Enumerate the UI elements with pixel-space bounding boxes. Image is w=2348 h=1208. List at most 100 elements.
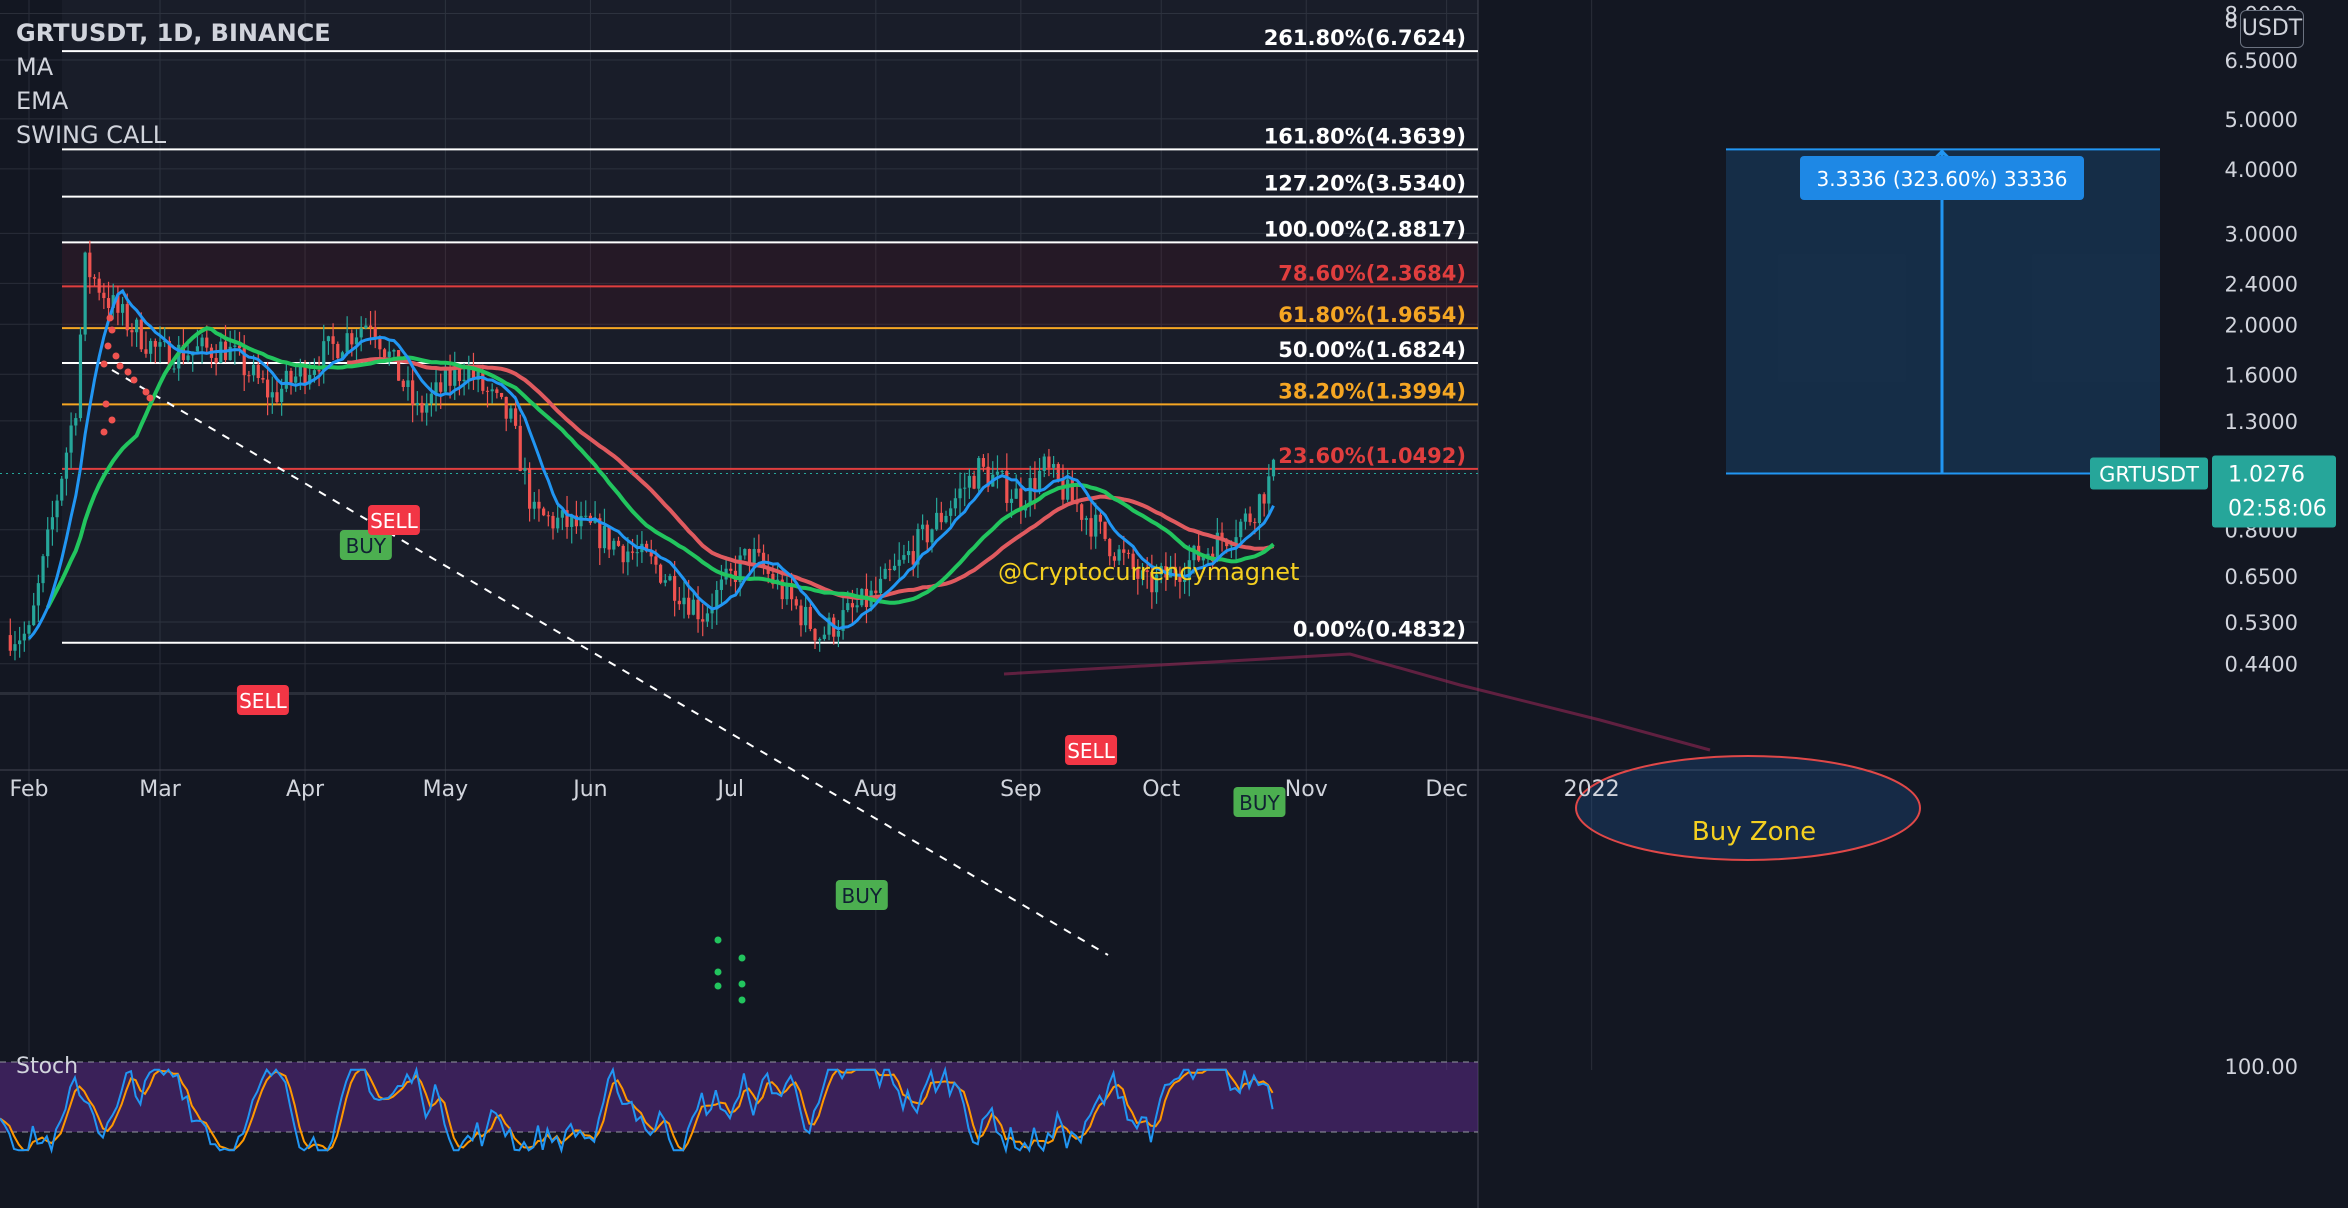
candle-body: [120, 304, 125, 313]
candle-body: [808, 606, 812, 629]
candle-body: [1154, 574, 1159, 593]
candle-body: [967, 475, 971, 488]
downtrend-line[interactable]: [111, 369, 1109, 956]
candle-body: [1271, 459, 1276, 477]
candle-body: [471, 368, 476, 380]
candle-body: [74, 418, 78, 426]
fib-zone: [62, 196, 1478, 243]
candle-body: [36, 583, 40, 606]
candle-body: [1140, 570, 1145, 579]
candle-body: [813, 628, 817, 641]
candle-body: [612, 540, 616, 550]
candle-body: [1028, 478, 1032, 506]
candle-body: [401, 380, 405, 387]
candle-body: [1178, 576, 1182, 582]
candle-body: [654, 556, 658, 565]
price-range-measure[interactable]: 3.3336 (323.60%) 33336: [1726, 148, 2160, 475]
candle-body: [228, 346, 232, 361]
candle-body: [939, 512, 943, 523]
indicator-swing-call[interactable]: SWING CALL: [16, 121, 167, 149]
candle-body: [551, 515, 555, 529]
candle-body: [921, 524, 925, 530]
indicator-ema[interactable]: EMA: [16, 87, 69, 115]
candle-body: [270, 392, 274, 398]
candle-body: [1243, 513, 1248, 522]
candle-body: [1267, 476, 1271, 504]
sell-signal: [1065, 735, 1118, 765]
candle-body: [766, 567, 770, 574]
fibonacci-retracement[interactable]: 261.80%(6.7624) 161.80%(4.3639) 127.20%(3.…: [62, 0, 1478, 644]
candle-body: [523, 468, 527, 471]
candle-body: [439, 382, 443, 392]
candle-body: [415, 402, 419, 405]
top-dot: [102, 400, 110, 408]
candle-body: [855, 605, 859, 608]
stoch-d-line: [0, 1068, 1274, 1152]
measure-label: 3.3336 (323.60%) 33336: [1817, 167, 2068, 191]
candle-body: [649, 551, 653, 557]
candle-body: [752, 548, 756, 563]
candle-body: [331, 336, 335, 344]
candle-body: [696, 599, 700, 620]
candle-body: [172, 368, 176, 370]
candle-body: [888, 568, 892, 571]
top-dot: [108, 416, 116, 424]
candle-body: [177, 344, 181, 369]
fib-level-label: 261.80%(6.7624): [1264, 26, 1466, 50]
indicator-ma[interactable]: MA: [16, 53, 54, 81]
y-tick-label: 1.6000: [2225, 363, 2298, 387]
candle-body: [1084, 518, 1088, 520]
y-tick-label: 5.0000: [2225, 108, 2298, 132]
candle-body: [158, 342, 162, 347]
candle-body: [738, 555, 742, 583]
candle-body: [144, 349, 148, 354]
top-dot: [124, 368, 132, 376]
sell-signal: [367, 505, 420, 535]
candle-body: [392, 350, 396, 352]
candle-body: [326, 336, 331, 342]
candle-body: [1225, 540, 1229, 547]
candle-body: [1257, 494, 1262, 524]
candle-body: [1248, 513, 1252, 523]
candle-body: [1234, 537, 1238, 546]
candle-body: [687, 597, 691, 615]
candle-body: [153, 340, 157, 347]
candle-body: [1117, 549, 1121, 561]
stoch-label[interactable]: Stoch: [16, 1054, 79, 1079]
buy-zone-ellipse[interactable]: [1575, 755, 1921, 861]
long-ma-line: [1003, 652, 1711, 752]
candle-body: [906, 551, 911, 556]
fib-zone: [62, 286, 1478, 329]
candle-body: [125, 304, 129, 331]
trendline[interactable]: [111, 369, 1109, 956]
currency-button[interactable]: USDT: [2240, 10, 2304, 48]
candle-body: [1220, 532, 1224, 541]
buy-zone-label: Buy Zone: [1692, 817, 1816, 847]
buy-signal: [835, 880, 888, 910]
candle-body: [495, 389, 499, 393]
candle-body: [130, 330, 134, 333]
candle-body: [911, 551, 915, 565]
indicator-lines: [27, 288, 1275, 640]
symbol-title[interactable]: GRTUSDT, 1D, BINANCE: [16, 19, 331, 47]
candle-body: [850, 603, 855, 608]
candle-body: [513, 408, 518, 426]
candle-body: [205, 337, 209, 348]
candle-body: [790, 583, 794, 600]
candle-body: [715, 589, 719, 610]
price-tag-value: 1.0276: [2228, 463, 2305, 488]
candle-body: [518, 425, 522, 471]
candle-body: [1056, 464, 1060, 480]
candle-body: [195, 346, 200, 352]
x-tick-label: Oct: [1142, 777, 1180, 802]
candle-body: [1103, 521, 1107, 539]
candle-body: [186, 355, 190, 361]
candle-body: [930, 529, 934, 543]
candle-body: [556, 517, 560, 529]
top-dot: [108, 326, 116, 334]
candle-body: [467, 368, 471, 380]
fib-level-label: 100.00%(2.8817): [1264, 217, 1466, 241]
candle-body: [22, 633, 26, 641]
